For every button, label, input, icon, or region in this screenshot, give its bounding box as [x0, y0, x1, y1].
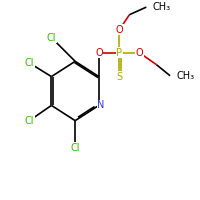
Text: P: P [116, 48, 122, 58]
Text: O: O [136, 48, 143, 58]
Text: Cl: Cl [47, 33, 56, 43]
Text: Cl: Cl [25, 58, 34, 68]
Text: O: O [115, 25, 123, 35]
Text: O: O [95, 48, 103, 58]
Text: S: S [116, 72, 122, 82]
Text: CH₃: CH₃ [177, 71, 195, 81]
Text: Cl: Cl [25, 116, 34, 126]
Text: N: N [97, 100, 105, 110]
Text: Cl: Cl [70, 143, 80, 153]
Text: CH₃: CH₃ [152, 2, 170, 12]
